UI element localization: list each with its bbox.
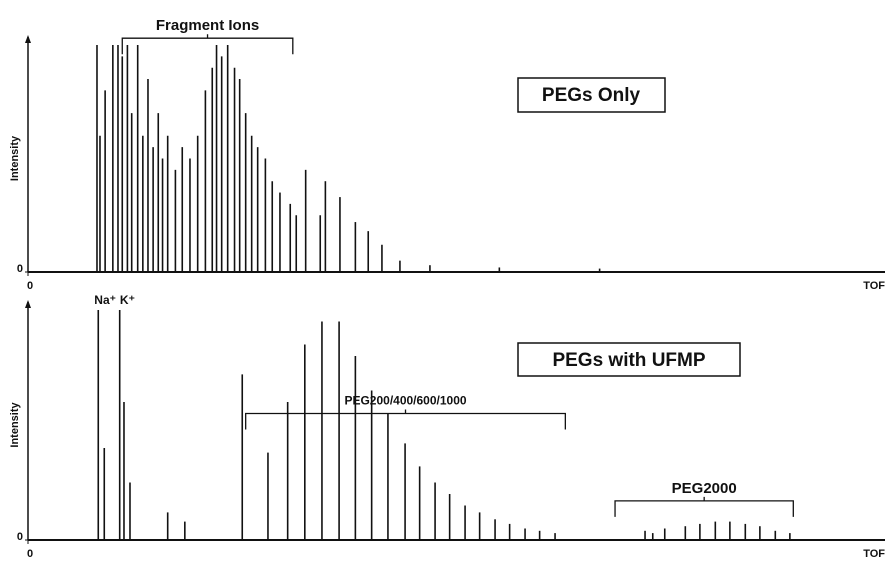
axis-arrow	[25, 35, 31, 43]
y-axis-label: Intensity	[9, 135, 21, 181]
title-box	[517, 77, 666, 113]
bracket	[614, 496, 794, 517]
axis-arrow	[25, 300, 31, 308]
y-axis-label: Intensity	[9, 402, 21, 448]
x-tick-label: 0	[27, 280, 33, 292]
bracket	[245, 409, 566, 430]
title-box	[517, 342, 741, 377]
x-axis-label: TOF	[863, 280, 885, 292]
y-tick-label: 0	[17, 531, 23, 543]
y-tick-label: 0	[17, 263, 23, 275]
x-axis-label: TOF	[863, 548, 885, 558]
annotation: Fragment Ions	[156, 17, 259, 34]
panel-title: PEGs with UFMP	[552, 350, 705, 371]
annotation: PEG200/400/600/1000	[344, 394, 466, 408]
bracket	[121, 34, 294, 55]
x-tick-label: 0	[27, 548, 33, 558]
annotation: Na⁺	[94, 293, 116, 307]
annotation: K⁺	[120, 293, 135, 307]
annotation: PEG2000	[672, 480, 737, 497]
panel-title: PEGs Only	[542, 85, 641, 106]
